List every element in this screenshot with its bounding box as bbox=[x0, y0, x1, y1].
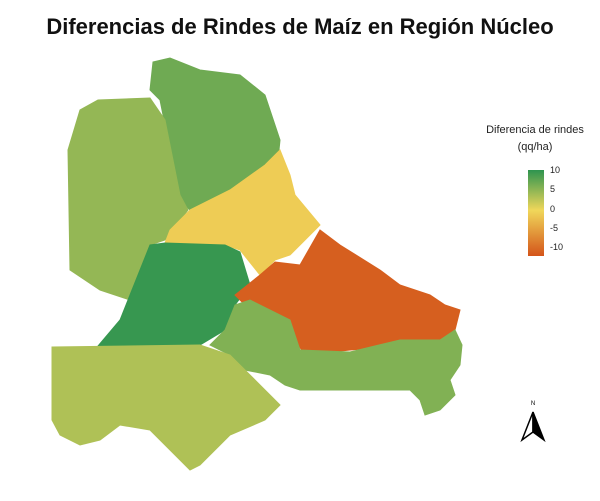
legend-tick: 0 bbox=[550, 204, 556, 214]
region-south bbox=[51, 344, 281, 471]
legend-title-line1: Diferencia de rindes bbox=[486, 124, 584, 136]
north-label: N bbox=[531, 401, 535, 407]
legend-tick: -10 bbox=[550, 242, 564, 252]
map-title: Diferencias de Rindes de Maíz en Región … bbox=[46, 14, 554, 39]
legend-colorbar bbox=[528, 170, 544, 256]
legend-tick: 10 bbox=[550, 165, 561, 175]
legend-title: Diferencia de rindes (qq/ha) bbox=[470, 122, 600, 156]
legend-title-line2: (qq/ha) bbox=[517, 141, 553, 153]
legend-tick: -5 bbox=[550, 223, 559, 233]
legend-tick: 5 bbox=[550, 184, 556, 194]
north-arrow-icon: N bbox=[520, 401, 546, 443]
